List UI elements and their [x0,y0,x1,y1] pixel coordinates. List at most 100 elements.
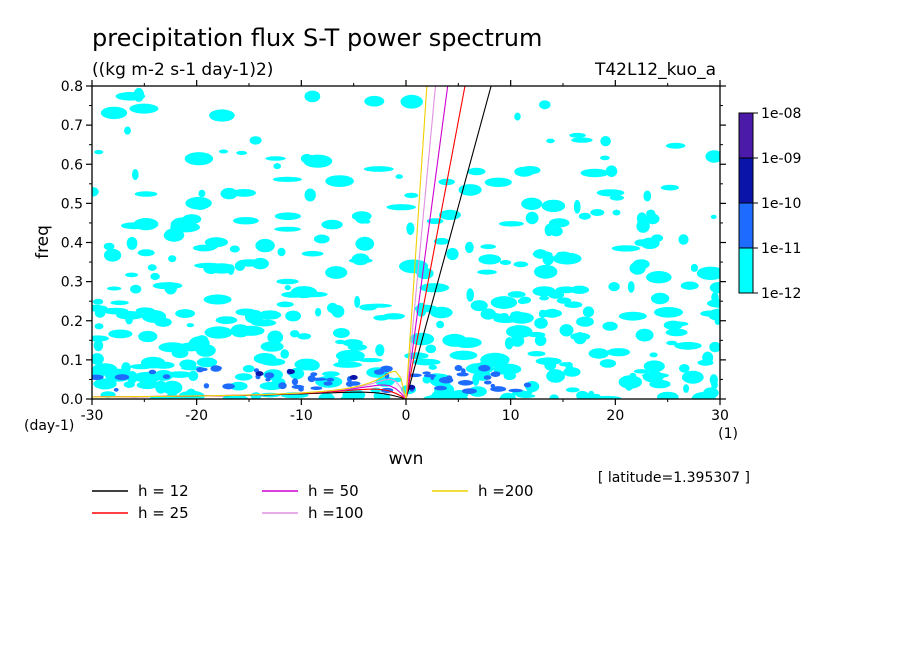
contour-blob [542,252,554,266]
contour-blob [643,190,652,202]
contour-blob [375,344,385,357]
contour-blob [204,237,228,248]
contour-blob [373,392,384,399]
x-tick-label: -20 [185,408,208,424]
colorbar-segment [738,112,754,159]
contour-blob-strong [265,378,271,382]
contour-blob [470,300,488,312]
contour-blob-strong [478,364,491,372]
contour-blob-strong [490,386,507,392]
contour-blob [300,153,313,164]
contour-blob [100,106,128,120]
contour-blob [168,255,177,263]
contour-blob [209,109,235,122]
contour-blob [404,352,429,360]
contour-blob [612,209,621,216]
contour-blob [534,264,558,279]
contour-blob-strong [326,377,335,382]
contour-blob [203,294,232,305]
contour-blob [466,288,475,302]
x-axis: -30 -20 -10 0 10 20 30 [81,80,729,424]
contour-blob [103,242,115,251]
contour-blob [267,330,284,345]
y-tick-label: 0.0 [61,392,83,408]
contour-blob [304,90,321,103]
y-axis-label: freq [33,225,53,259]
contour-blob [338,356,350,368]
contour-blob [702,351,714,364]
contour-blob-strong [508,388,523,393]
contour-blob-strong [307,375,316,383]
contour-blob [506,325,533,339]
contour-blob [137,249,155,257]
contour-blob-peak [349,375,358,380]
contour-blob [325,266,348,279]
contour-blob [674,341,702,350]
contour-blob [549,394,559,399]
y-tick-label: 0.6 [61,157,83,173]
contour-blob [163,229,185,242]
contour-blob [690,263,699,272]
contour-blob [186,323,195,328]
contour-blob-strong [311,377,327,381]
contour-blob [412,358,441,366]
colorbar-label: 1e-11 [761,241,801,257]
contour-blob [229,381,248,391]
contour-blob [129,103,159,114]
contour-blob [194,262,223,269]
contour-blob [130,284,142,294]
contour-blob [478,254,502,265]
contour-blob [150,272,160,281]
contour-blob [265,156,286,161]
contour-blob [93,378,117,390]
contour-blob [134,191,158,197]
contour-blob [318,392,335,399]
contour-blob-strong [92,374,104,380]
dispersion-curve [405,86,492,399]
contour-blob [548,218,570,228]
contour-blob-strong [407,373,422,378]
contour-blob [290,330,300,338]
contour-blob [564,301,583,309]
contour-blob [527,351,546,357]
contour-blob [548,290,565,299]
contour-blob-peak [286,369,295,375]
x-tick-label: -10 [290,408,313,424]
contour-blob [618,311,647,321]
contour-blob [185,196,212,210]
contour-blob [514,112,521,121]
contour-blob-strong [222,383,235,390]
contour-blob [164,282,177,295]
contour-blob [520,166,541,175]
contour-blob [124,126,131,135]
contour-blob [499,313,509,318]
contour-blob [259,381,284,391]
contour-blob [602,321,618,331]
y-tick-label: 0.1 [61,353,83,369]
legend-label: h = 50 [308,482,359,500]
contour-blob [272,176,302,182]
contour-blob [433,237,450,245]
contour-blob-strong [291,378,299,386]
contour-blob [92,335,109,342]
contour-blob [428,364,437,370]
contour-blob [608,282,620,292]
contour-blob [599,359,617,368]
contour-blob-strong [114,374,130,381]
contour-blob [703,387,719,399]
y-tick-label: 0.8 [61,79,83,95]
contour-blob [373,315,390,321]
contour-blob [666,340,678,346]
contour-blob [611,245,641,252]
contour-blob-strong [438,376,454,384]
contour-blob-strong [457,380,474,386]
contour-blob [220,187,238,200]
contour-blob [541,199,566,213]
contour-blob [569,285,590,294]
contour-blob [649,379,671,389]
contour-blob [94,308,106,318]
contour-blob [446,247,459,261]
colorbar-label: 1e-12 [761,286,801,302]
contour-blob-peak [255,371,264,377]
contour-blob-strong [278,382,287,390]
